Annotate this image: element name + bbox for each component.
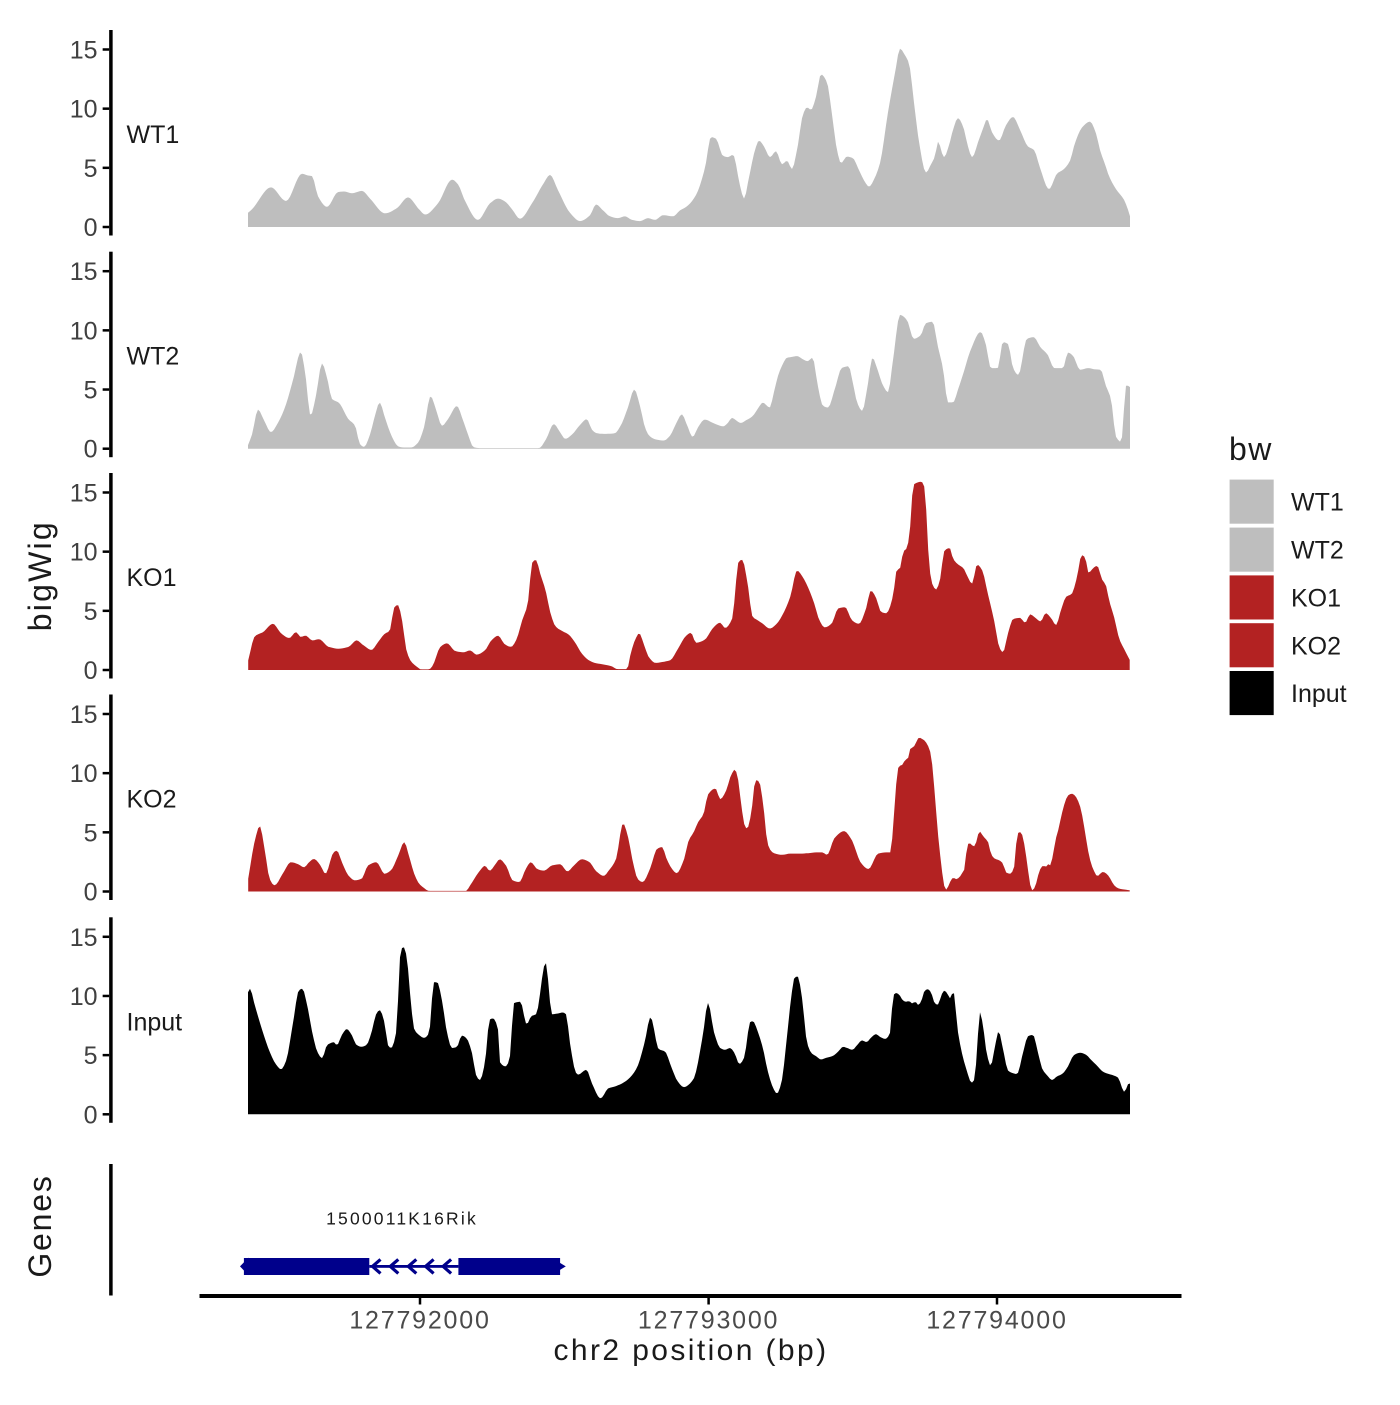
svg-text:bigWig: bigWig	[22, 520, 58, 631]
svg-text:15: 15	[70, 701, 98, 729]
svg-text:10: 10	[70, 317, 98, 345]
svg-text:WT1: WT1	[1291, 489, 1344, 517]
svg-text:15: 15	[70, 479, 98, 507]
svg-text:10: 10	[70, 539, 98, 567]
svg-text:0: 0	[84, 657, 98, 685]
svg-text:10: 10	[70, 96, 98, 124]
svg-text:0: 0	[84, 1101, 98, 1129]
svg-text:15: 15	[70, 36, 98, 64]
svg-text:Input: Input	[127, 1008, 183, 1036]
svg-text:5: 5	[84, 598, 98, 626]
svg-text:5: 5	[84, 377, 98, 405]
svg-text:15: 15	[70, 258, 98, 286]
svg-text:WT2: WT2	[127, 343, 180, 371]
svg-text:0: 0	[84, 879, 98, 907]
svg-text:0: 0	[84, 214, 98, 242]
svg-text:127792000: 127792000	[349, 1307, 490, 1335]
svg-text:5: 5	[84, 819, 98, 847]
svg-text:bw: bw	[1229, 431, 1273, 467]
svg-text:WT1: WT1	[127, 121, 180, 149]
svg-text:15: 15	[70, 924, 98, 952]
svg-text:10: 10	[70, 760, 98, 788]
svg-text:10: 10	[70, 983, 98, 1011]
svg-text:127794000: 127794000	[926, 1307, 1067, 1335]
svg-text:Input: Input	[1291, 680, 1347, 708]
svg-text:KO1: KO1	[1291, 584, 1341, 612]
svg-text:0: 0	[84, 436, 98, 464]
svg-text:KO2: KO2	[127, 786, 177, 814]
svg-text:KO2: KO2	[1291, 632, 1341, 660]
svg-text:127793000: 127793000	[638, 1307, 779, 1335]
svg-text:WT2: WT2	[1291, 537, 1344, 565]
svg-text:5: 5	[84, 1042, 98, 1070]
svg-text:1500011K16Rik: 1500011K16Rik	[326, 1209, 478, 1229]
svg-text:chr2 position (bp): chr2 position (bp)	[554, 1334, 829, 1367]
svg-text:5: 5	[84, 155, 98, 183]
svg-text:Genes: Genes	[22, 1174, 58, 1277]
svg-text:KO1: KO1	[127, 564, 177, 592]
